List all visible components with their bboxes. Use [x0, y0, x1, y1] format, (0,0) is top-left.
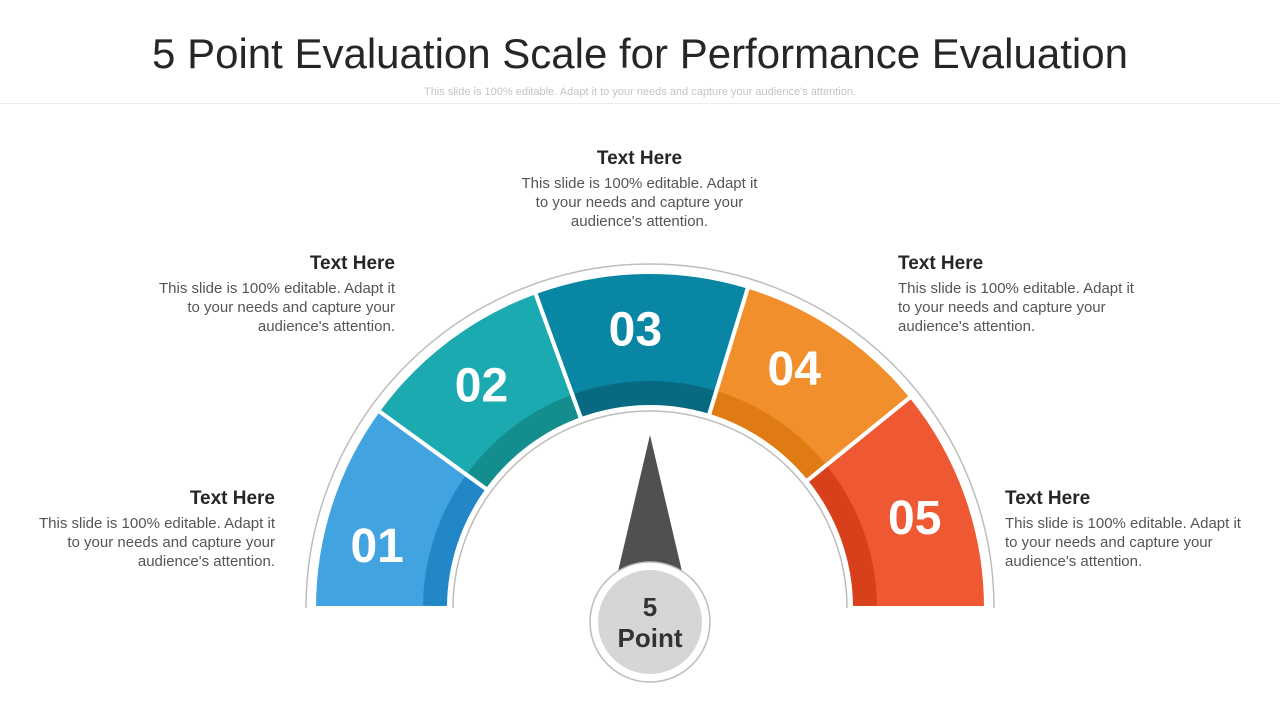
- gauge-inner-outline: [452, 410, 848, 609]
- gauge-outer-outline: [305, 263, 995, 609]
- gauge-segment-inner-band-03: [574, 381, 715, 417]
- text-heading-01: Text Here: [189, 488, 275, 509]
- slide-subtitle: This slide is 100% editable. Adapt it to…: [424, 86, 856, 98]
- text-body-04: This slide is 100% editable. Adapt it to…: [898, 280, 1134, 335]
- text-body-05: This slide is 100% editable. Adapt it to…: [1005, 515, 1241, 570]
- text-block-02: Text Here This slide is 100% editable. A…: [150, 253, 395, 336]
- segment-number-04: 04: [768, 343, 822, 396]
- segment-number-03: 03: [609, 303, 662, 356]
- text-block-05: Text Here This slide is 100% editable. A…: [1005, 488, 1250, 571]
- gauge-needle: [616, 435, 684, 580]
- gauge-segment-inner-band-02: [467, 395, 579, 487]
- slide-title: 5 Point Evaluation Scale for Performance…: [152, 30, 1128, 77]
- segment-number-05: 05: [888, 492, 941, 545]
- segment-number-02: 02: [455, 359, 508, 412]
- segment-number-01: 01: [350, 520, 403, 573]
- text-heading-05: Text Here: [1005, 488, 1091, 509]
- text-heading-04: Text Here: [898, 253, 984, 274]
- text-block-03: Text Here This slide is 100% editable. A…: [517, 148, 762, 231]
- gauge-segment-inner-band-05: [809, 466, 877, 606]
- text-block-01: Text Here This slide is 100% editable. A…: [30, 488, 275, 571]
- gauge-segments: 01 02 03 04 05: [311, 270, 989, 610]
- title-divider: [0, 103, 1280, 104]
- gauge-segment-inner-band-01: [423, 476, 485, 606]
- center-hub: [598, 570, 702, 674]
- gauge-segment-inner-band-04: [711, 391, 825, 479]
- text-body-03: This slide is 100% editable. Adapt it to…: [521, 175, 758, 230]
- text-body-01: This slide is 100% editable. Adapt it to…: [39, 515, 275, 570]
- text-heading-02: Text Here: [309, 253, 395, 274]
- center-label-number: 5: [643, 592, 657, 622]
- center-label-word: Point: [618, 623, 683, 653]
- text-body-02: This slide is 100% editable. Adapt it to…: [159, 280, 395, 335]
- text-block-04: Text Here This slide is 100% editable. A…: [898, 253, 1143, 336]
- text-heading-03: Text Here: [596, 148, 683, 169]
